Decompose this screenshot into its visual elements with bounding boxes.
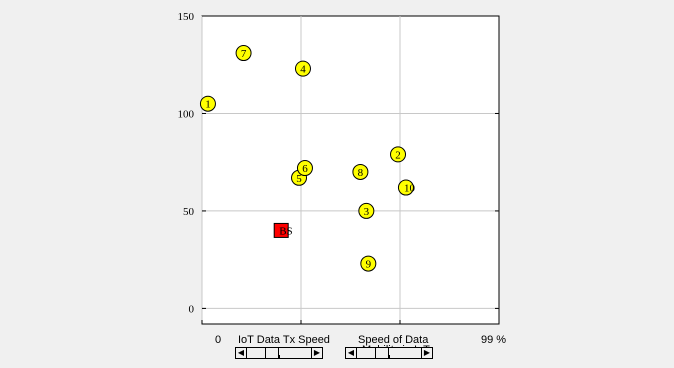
- slider-right-arrow-icon[interactable]: ▶: [421, 348, 432, 358]
- slider-left-arrow-icon[interactable]: ◀: [236, 348, 247, 358]
- min-label: 0: [215, 334, 222, 346]
- speed-of-data-slider[interactable]: ◀ ▶: [345, 347, 433, 359]
- slider-speed-of-data-label: Speed of Data: [358, 334, 429, 346]
- slider-left-arrow-icon[interactable]: ◀: [346, 348, 357, 358]
- node-7-label: 7: [241, 48, 247, 60]
- slider-thumb[interactable]: [374, 348, 389, 358]
- y-tick-label: 50: [183, 206, 195, 218]
- node-6-label: 6: [302, 163, 308, 175]
- node-10-label: 10: [404, 183, 416, 195]
- node-8-label: 8: [358, 167, 364, 179]
- plot-area: [201, 15, 500, 325]
- node-4-marker[interactable]: [294, 60, 311, 77]
- node-9-marker[interactable]: [360, 255, 377, 272]
- node-10-marker[interactable]: [397, 179, 414, 196]
- iot-data-tx-speed-slider[interactable]: ◀ ▶: [235, 347, 323, 359]
- max-label: 99 %: [481, 334, 507, 346]
- node-7-marker[interactable]: [235, 45, 252, 62]
- y-tick-label: 100: [178, 108, 195, 120]
- node-6-marker[interactable]: [296, 160, 313, 177]
- node-5-label: 5: [296, 173, 302, 185]
- slider-tick-mark: [389, 355, 390, 359]
- slider-right-arrow-icon[interactable]: ▶: [311, 348, 322, 358]
- slider-thumb[interactable]: [264, 348, 279, 358]
- node-3-label: 3: [364, 206, 370, 218]
- y-tick-label: 0: [189, 303, 195, 315]
- y-tick-label: 150: [178, 11, 195, 23]
- base-station-label: BS: [279, 225, 292, 237]
- node-1-marker[interactable]: [199, 95, 216, 112]
- node-3-marker[interactable]: [358, 202, 375, 219]
- node-1-label: 1: [205, 99, 211, 111]
- base-station-marker[interactable]: [273, 222, 289, 238]
- y-axis-ticks: 0 50 100 150: [178, 11, 499, 324]
- node-8-marker[interactable]: [352, 163, 369, 180]
- node-2-label: 2: [395, 149, 401, 161]
- node-4-label: 4: [300, 64, 306, 76]
- slider-iot-data-tx-speed-label: IoT Data Tx Speed: [238, 334, 330, 346]
- node-2-marker[interactable]: [390, 146, 407, 163]
- nodes-layer: BS 1 2 3 4 56 7 8 9 10: [199, 45, 416, 272]
- slider-tick-mark: [279, 355, 280, 359]
- node-9-label: 9: [366, 259, 372, 271]
